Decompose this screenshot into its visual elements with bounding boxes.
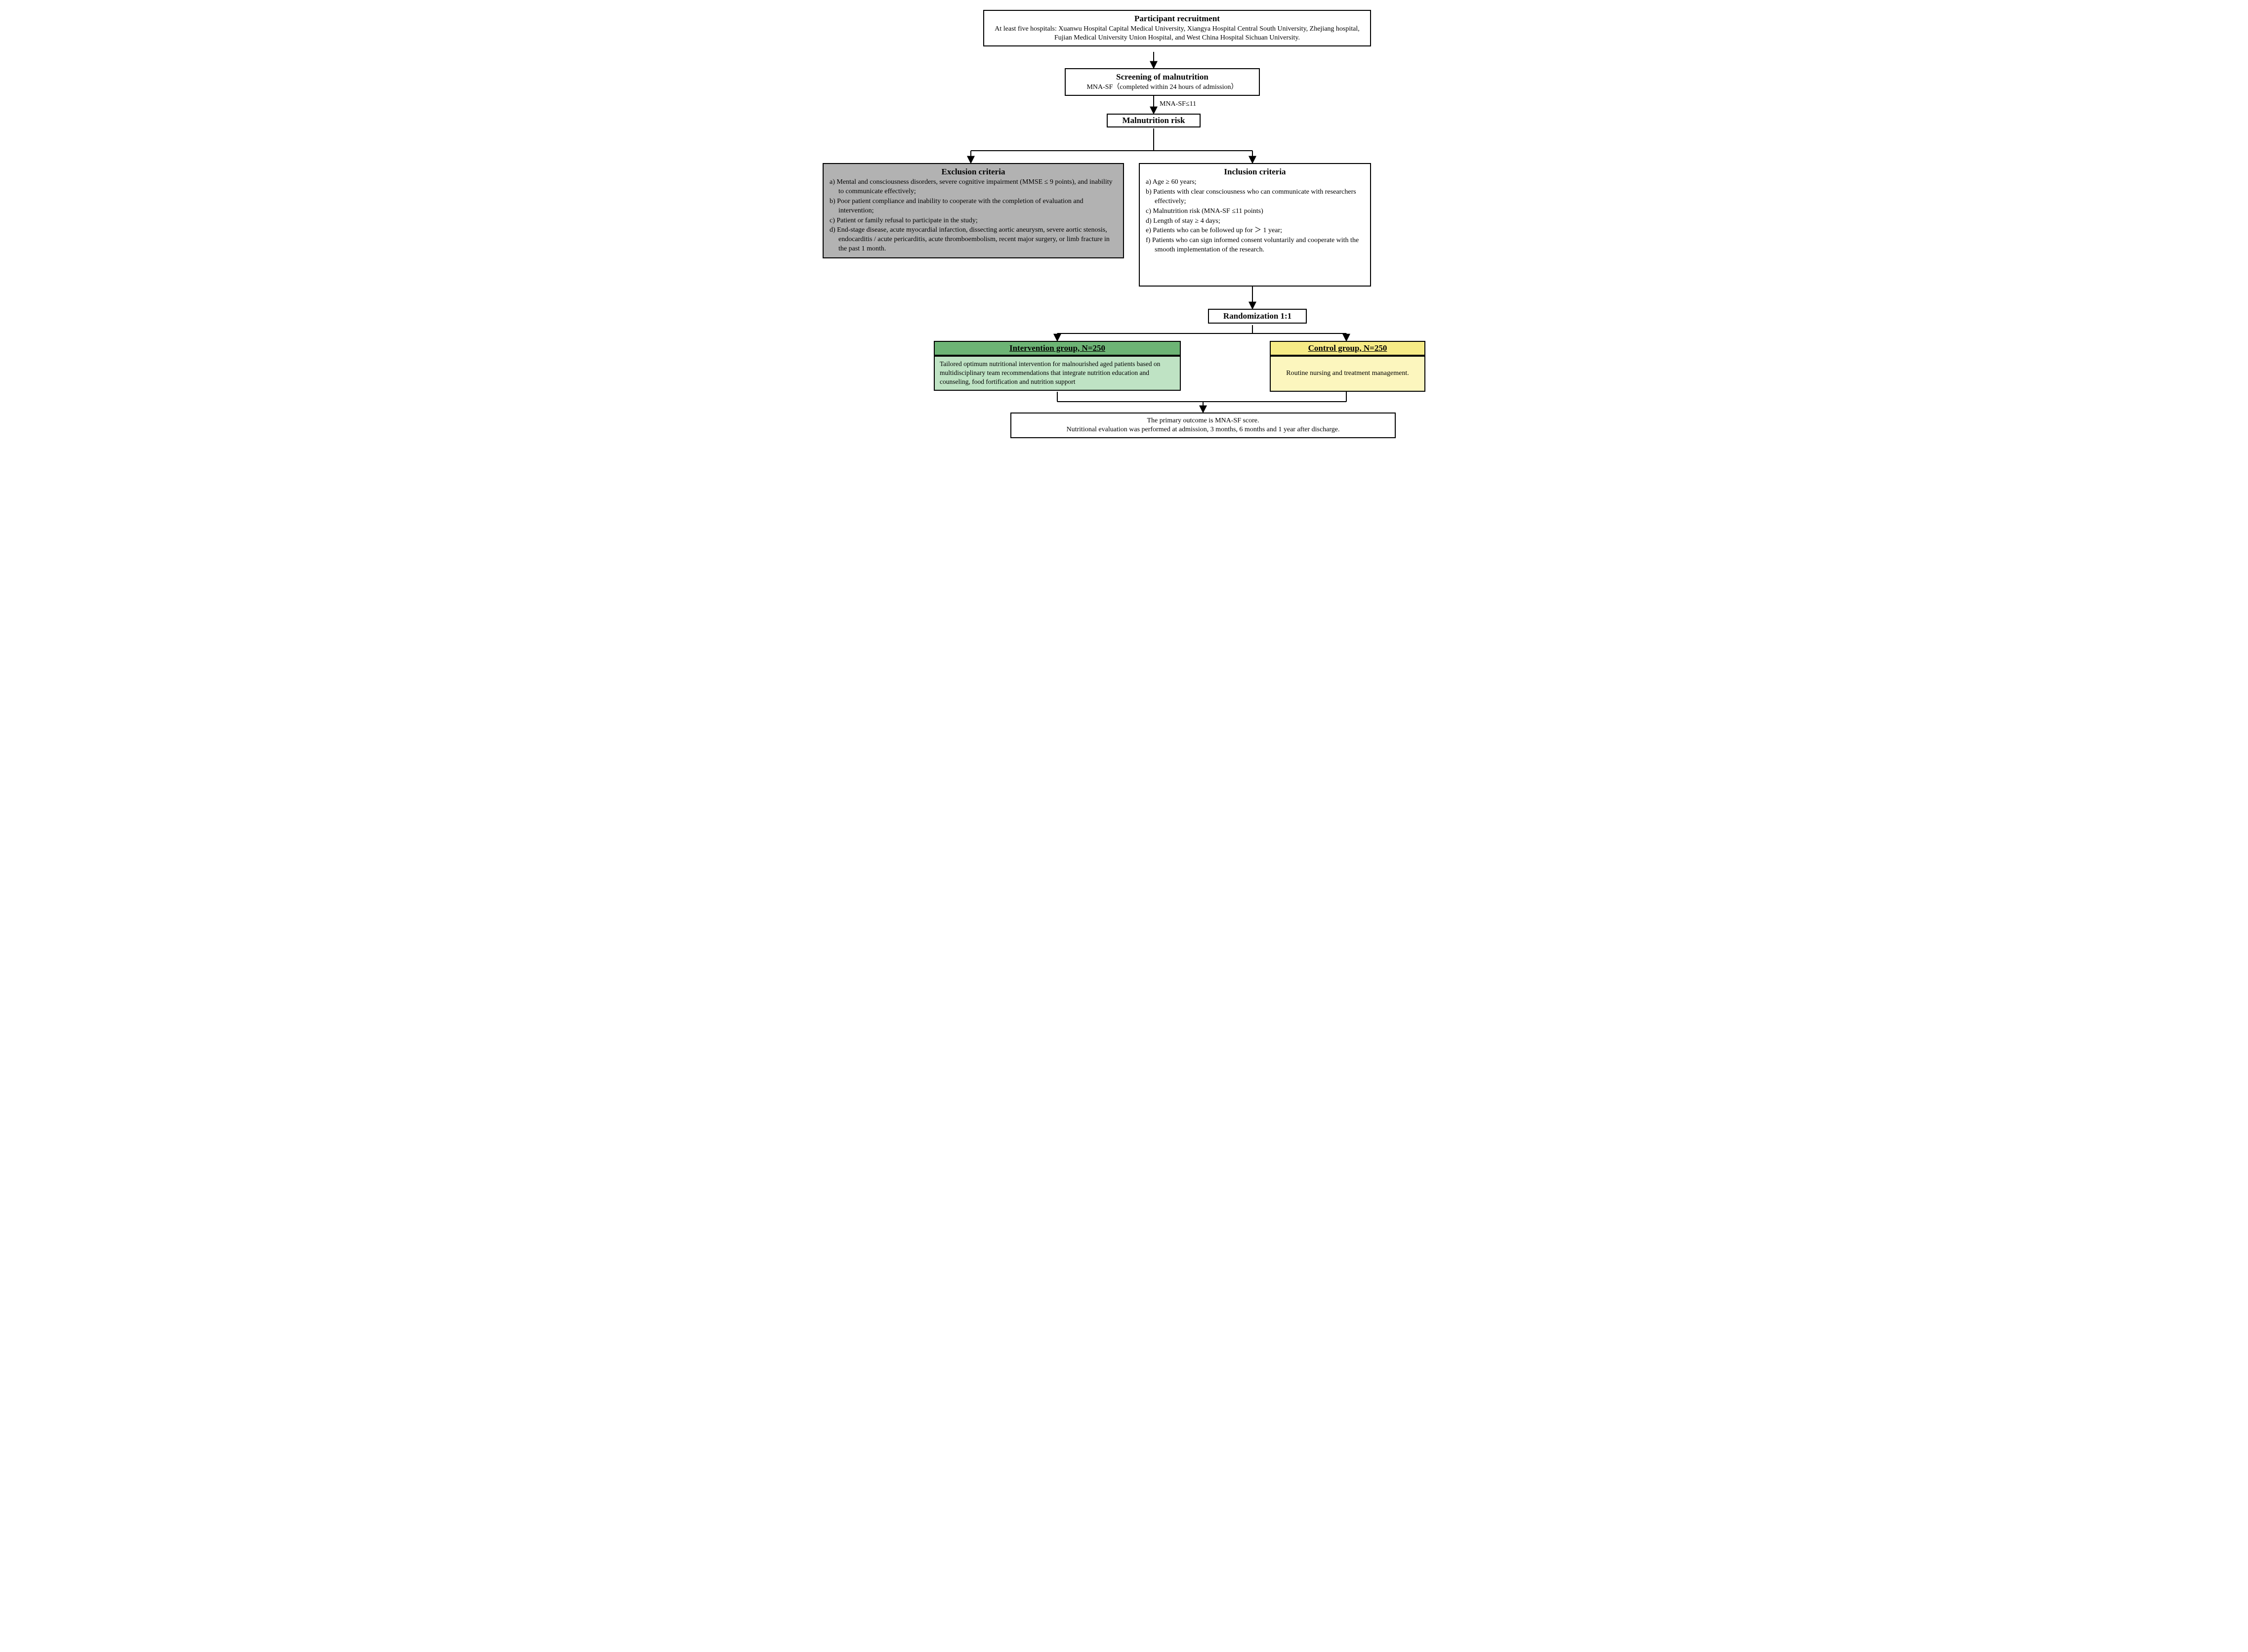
node-exclusion: Exclusion criteria a) Mental and conscio…: [823, 163, 1124, 258]
node-recruitment: Participant recruitment At least five ho…: [983, 10, 1371, 46]
node-intervention-title: Intervention group, N=250: [934, 341, 1181, 356]
control-text: Routine nursing and treatment management…: [1286, 369, 1409, 378]
exclusion-item: a) Mental and consciousness disorders, s…: [830, 178, 1117, 197]
node-malnutrition-risk: Malnutrition risk: [1107, 114, 1201, 127]
screening-title: Screening of malnutrition: [1072, 72, 1253, 82]
intervention-text: Tailored optimum nutritional interventio…: [940, 360, 1175, 387]
node-screening: Screening of malnutrition MNA-SF（complet…: [1065, 68, 1260, 96]
inclusion-item: e) Patients who can be followed up for ＞…: [1146, 226, 1364, 236]
intervention-title: Intervention group, N=250: [939, 343, 1176, 353]
randomization-title: Randomization 1:1: [1213, 311, 1302, 321]
inclusion-item: b) Patients with clear consciousness who…: [1146, 188, 1364, 206]
outcome-line2: Nutritional evaluation was performed at …: [1017, 425, 1389, 434]
control-title: Control group, N=250: [1275, 343, 1420, 353]
exclusion-item: b) Poor patient compliance and inability…: [830, 197, 1117, 216]
malnutrition-risk-title: Malnutrition risk: [1112, 116, 1196, 125]
exclusion-list: a) Mental and consciousness disorders, s…: [830, 178, 1117, 254]
node-outcome: The primary outcome is MNA-SF score. Nut…: [1010, 413, 1396, 438]
exclusion-item: d) End-stage disease, acute myocardial i…: [830, 226, 1117, 254]
screening-text: MNA-SF（completed within 24 hours of admi…: [1072, 83, 1253, 92]
recruitment-title: Participant recruitment: [990, 14, 1364, 24]
exclusion-item: c) Patient or family refusal to particip…: [830, 216, 1117, 226]
inclusion-title: Inclusion criteria: [1146, 167, 1364, 177]
node-inclusion: Inclusion criteria a) Age ≥ 60 years; b)…: [1139, 163, 1371, 287]
inclusion-item: d) Length of stay ≥ 4 days;: [1146, 217, 1364, 226]
inclusion-list: a) Age ≥ 60 years; b) Patients with clea…: [1146, 178, 1364, 255]
edge-label-mnasf: MNA-SF≤11: [1159, 100, 1197, 108]
node-control-body: Routine nursing and treatment management…: [1270, 356, 1425, 392]
node-control-title: Control group, N=250: [1270, 341, 1425, 356]
recruitment-text: At least five hospitals: Xuanwu Hospital…: [990, 25, 1364, 42]
node-randomization: Randomization 1:1: [1208, 309, 1307, 324]
exclusion-title: Exclusion criteria: [830, 167, 1117, 177]
outcome-line1: The primary outcome is MNA-SF score.: [1017, 416, 1389, 425]
inclusion-item: c) Malnutrition risk (MNA-SF ≤11 points): [1146, 207, 1364, 216]
node-intervention-body: Tailored optimum nutritional interventio…: [934, 356, 1181, 391]
flowchart-canvas: Participant recruitment At least five ho…: [823, 10, 1425, 454]
inclusion-item: a) Age ≥ 60 years;: [1146, 178, 1364, 187]
inclusion-item: f) Patients who can sign informed consen…: [1146, 236, 1364, 255]
